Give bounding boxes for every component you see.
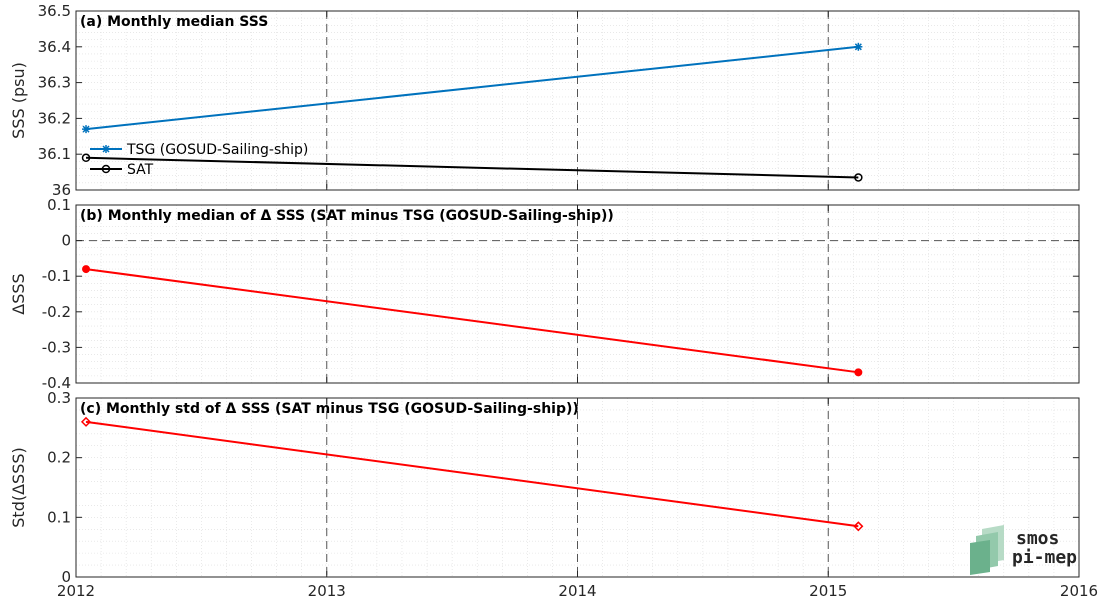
y-tick-label: 0.1 bbox=[47, 196, 71, 214]
panel-c: 0 0.1 0.2 0.3 Std(ΔSSS) (c) Monthly std of Δ … bbox=[9, 389, 1080, 586]
series-line bbox=[86, 156, 859, 179]
data-point bbox=[82, 125, 91, 134]
series-sat bbox=[81, 153, 863, 182]
x-tick-label: 2014 bbox=[558, 582, 596, 600]
y-tick-label: 0.2 bbox=[47, 449, 71, 467]
data-point bbox=[853, 521, 864, 532]
y-axis-label: ΔSSS bbox=[9, 273, 28, 314]
panel-a: 36 36.1 36.2 36.3 36.4 36.5 SSS (psu) (a) Month… bbox=[9, 2, 1080, 199]
series-tsg-gosud-sailing-ship- bbox=[82, 42, 863, 134]
data-point bbox=[80, 416, 92, 427]
y-tick-label: -0.4 bbox=[42, 374, 71, 392]
series-line bbox=[85, 45, 859, 131]
series-line bbox=[85, 268, 859, 374]
x-tick-label: 2015 bbox=[809, 582, 847, 600]
x-tick-labels: 2012 2013 2014 2015 2016 bbox=[57, 582, 1098, 600]
legend-label: TSG (GOSUD-Sailing-ship) bbox=[126, 142, 308, 158]
y-tick-label: 36.3 bbox=[38, 74, 71, 92]
series-line bbox=[85, 420, 859, 528]
y-axis-label: SSS (psu) bbox=[9, 62, 28, 139]
panel-title: (a) Monthly median SSS bbox=[80, 14, 268, 30]
panel-title: (b) Monthly median of Δ SSS (SAT minus T… bbox=[80, 208, 614, 224]
y-tick-label: 0.3 bbox=[47, 389, 71, 407]
x-tick-label: 2012 bbox=[57, 582, 95, 600]
logo-line2: pi-mep bbox=[1012, 547, 1077, 568]
legend-entry: SAT bbox=[90, 162, 154, 178]
y-tick-label: 36.2 bbox=[38, 109, 71, 127]
y-tick-label: 0 bbox=[61, 568, 71, 586]
y-tick-label: 0.1 bbox=[47, 508, 71, 526]
data-point bbox=[854, 368, 863, 377]
y-axis-label: Std(ΔSSS) bbox=[9, 447, 28, 527]
y-tick-label: -0.2 bbox=[42, 303, 71, 321]
legend-label: SAT bbox=[127, 162, 154, 178]
y-tick-label: 36 bbox=[52, 181, 71, 199]
logo-line1: smos bbox=[1016, 528, 1059, 549]
logo-cube-front bbox=[970, 540, 990, 575]
legend: TSG (GOSUD-Sailing-ship) SAT bbox=[90, 142, 308, 178]
series-panel-c-line bbox=[80, 416, 864, 532]
data-point bbox=[854, 173, 863, 182]
x-tick-label: 2013 bbox=[308, 582, 346, 600]
legend-entry: TSG (GOSUD-Sailing-ship) bbox=[90, 142, 308, 158]
chart-panels: 36 36.1 36.2 36.3 36.4 36.5 SSS (psu) (a) Month… bbox=[9, 2, 1080, 586]
data-point bbox=[81, 153, 91, 163]
data-point bbox=[82, 265, 91, 274]
y-tick-label: 36.5 bbox=[38, 2, 71, 20]
data-point bbox=[854, 42, 863, 51]
y-tick-label: -0.1 bbox=[42, 267, 71, 285]
panel-title: (c) Monthly std of Δ SSS (SAT minus TSG … bbox=[80, 401, 579, 417]
smos-pi-mep-logo: smos pi-mep bbox=[970, 525, 1077, 575]
y-tick-label: 0 bbox=[61, 232, 71, 250]
panel-b: -0.4 -0.3 -0.2 -0.1 0 0.1 ΔSSS (b) Monthly medi… bbox=[9, 196, 1080, 392]
y-tick-label: 36.4 bbox=[38, 38, 71, 56]
x-tick-label: 2016 bbox=[1060, 582, 1098, 600]
y-tick-label: -0.3 bbox=[42, 338, 71, 356]
series-panel-b-line bbox=[82, 265, 863, 377]
y-tick-label: 36.1 bbox=[38, 145, 71, 163]
